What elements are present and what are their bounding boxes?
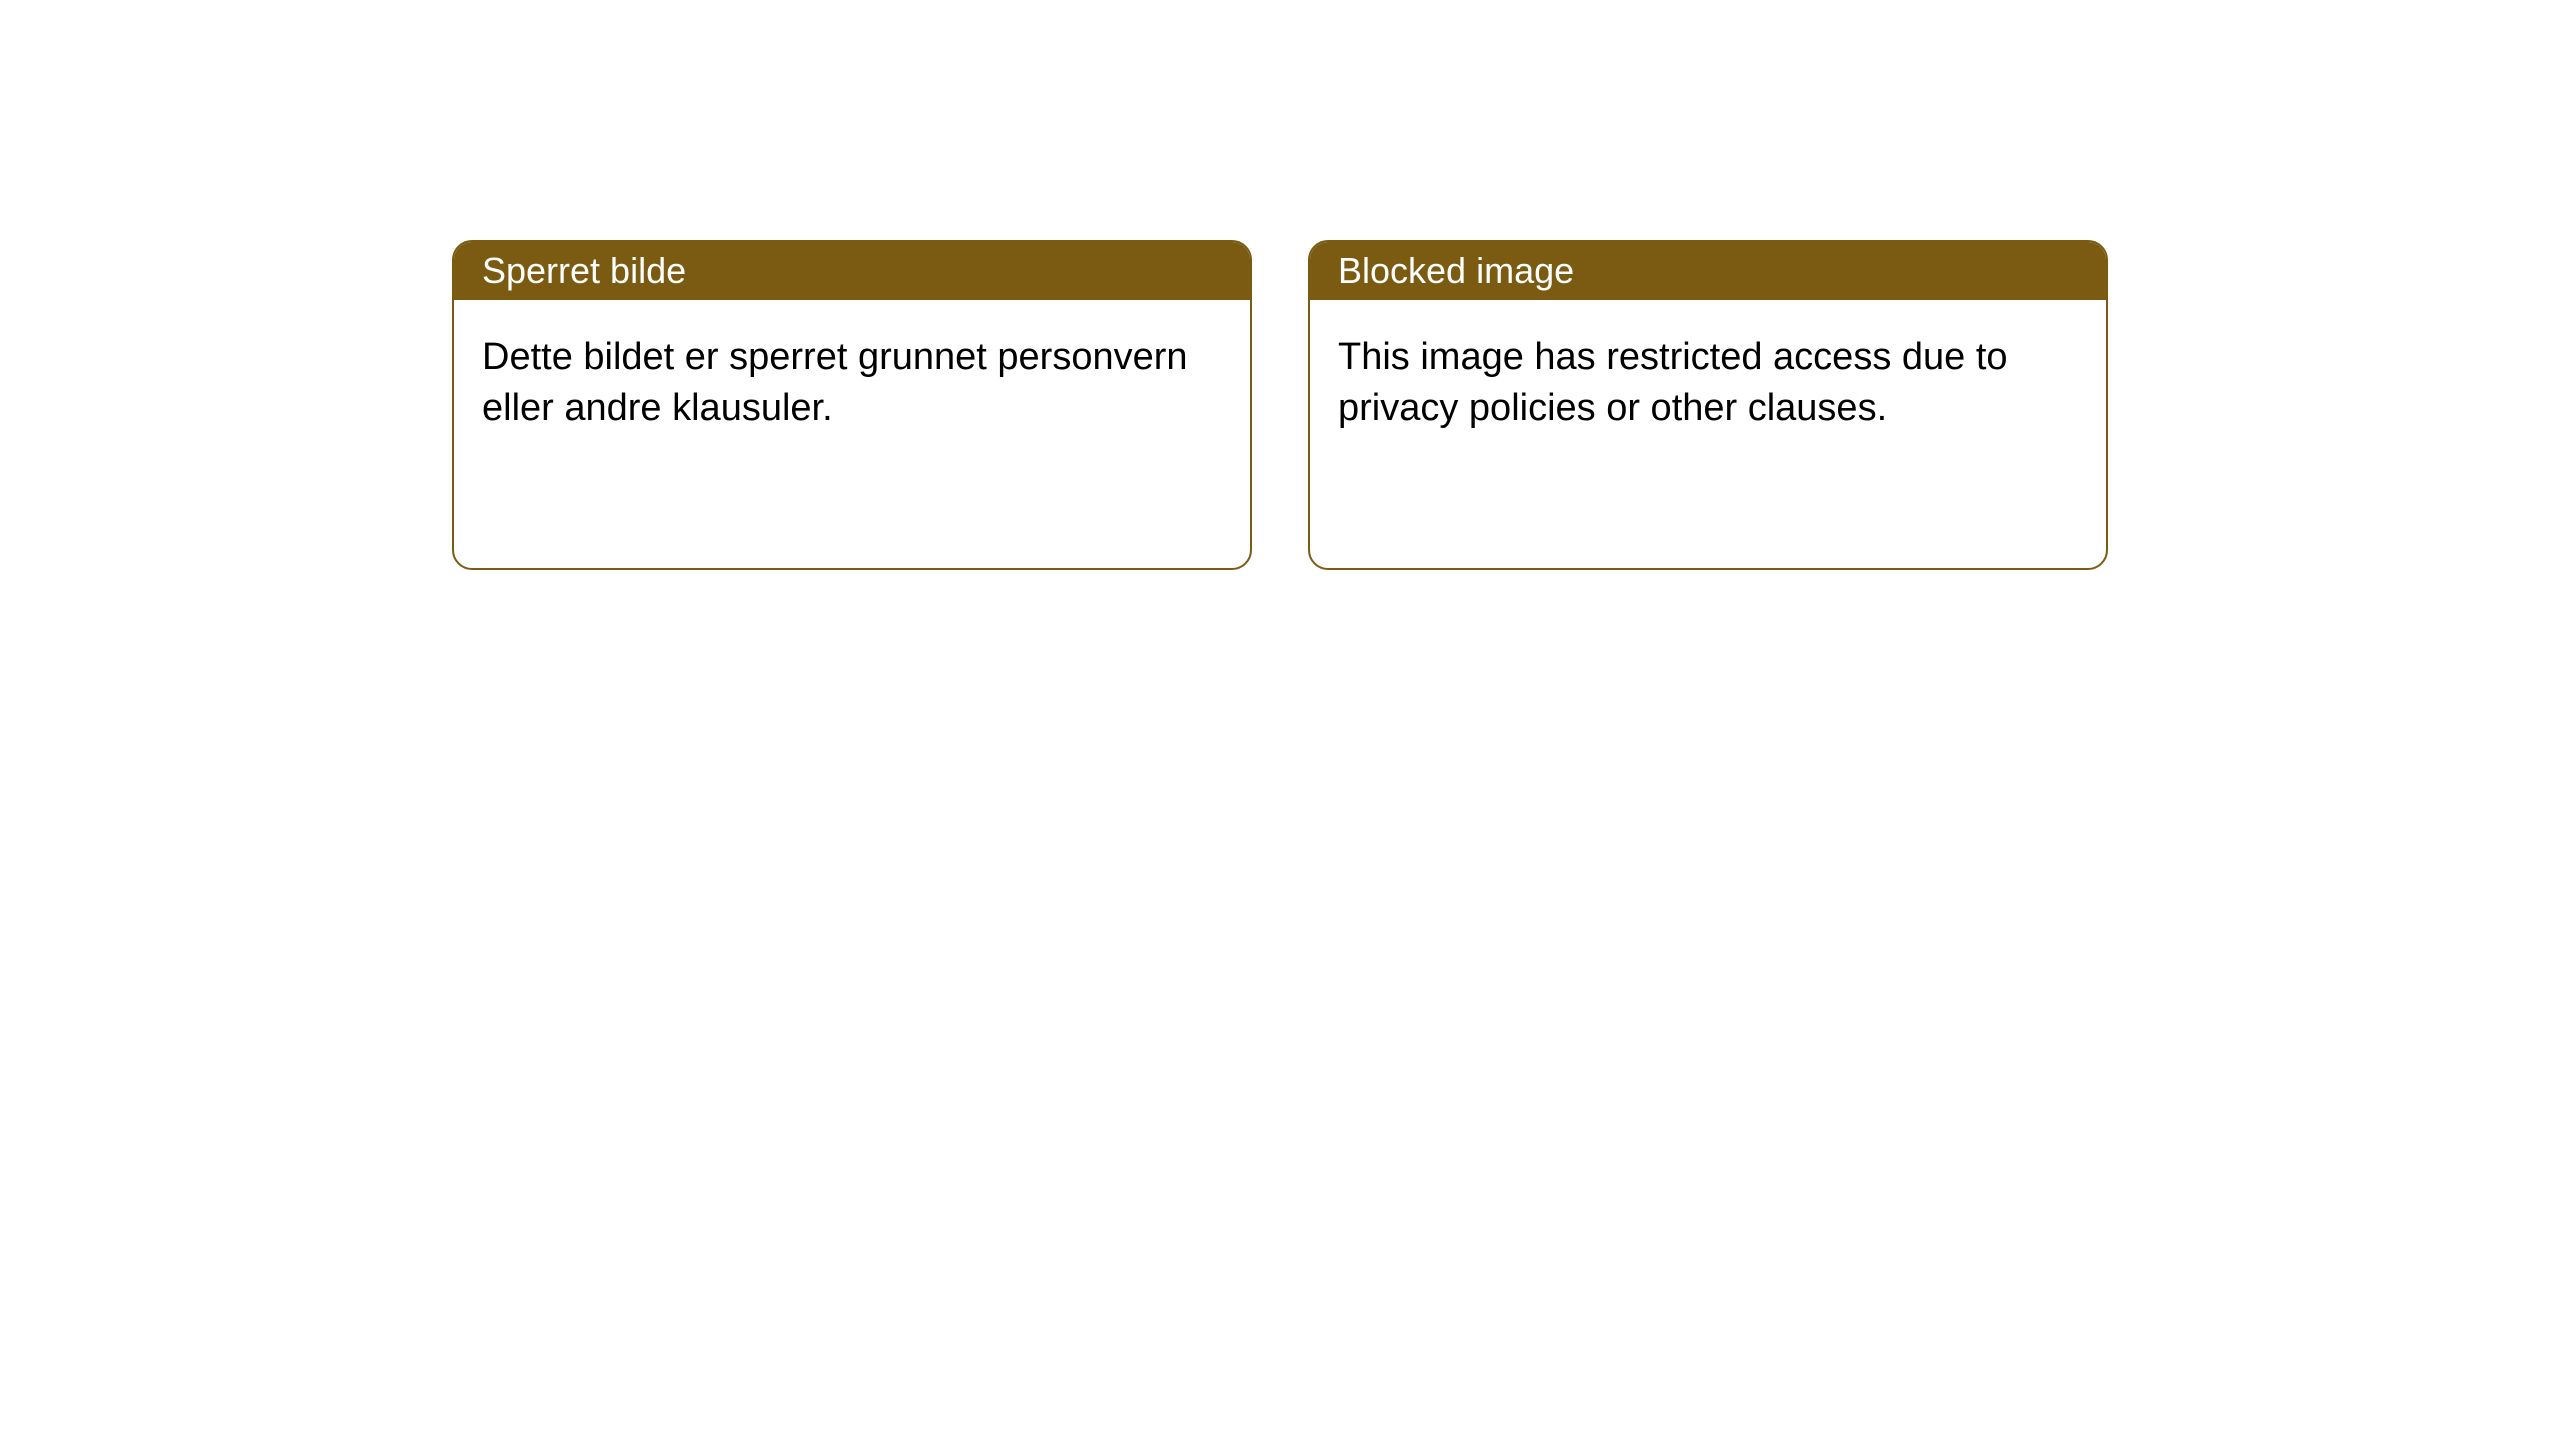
notice-card-norwegian: Sperret bilde Dette bildet er sperret gr… (452, 240, 1252, 570)
notice-body-text: This image has restricted access due to … (1338, 336, 2008, 429)
notice-body-text: Dette bildet er sperret grunnet personve… (482, 336, 1188, 429)
notice-container: Sperret bilde Dette bildet er sperret gr… (0, 0, 2560, 570)
notice-title: Sperret bilde (482, 250, 686, 291)
notice-header: Blocked image (1310, 242, 2106, 300)
notice-body: Dette bildet er sperret grunnet personve… (454, 300, 1250, 467)
notice-card-english: Blocked image This image has restricted … (1308, 240, 2108, 570)
notice-header: Sperret bilde (454, 242, 1250, 300)
notice-body: This image has restricted access due to … (1310, 300, 2106, 467)
notice-title: Blocked image (1338, 250, 1574, 291)
